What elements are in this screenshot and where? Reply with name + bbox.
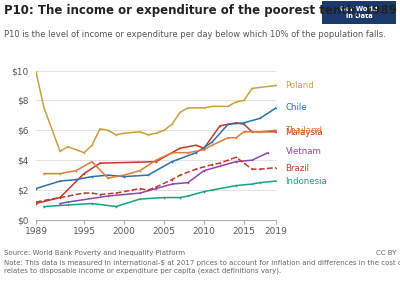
Text: Our World
in Data: Our World in Data: [340, 6, 378, 19]
Text: CC BY: CC BY: [376, 250, 396, 255]
Text: Note: This data is measured in international-$ at 2017 prices to account for inf: Note: This data is measured in internati…: [4, 260, 400, 274]
Text: Malaysia: Malaysia: [286, 128, 323, 137]
Text: Source: World Bank Poverty and Inequality Platform: Source: World Bank Poverty and Inequalit…: [4, 250, 185, 255]
Text: P10: The income or expenditure of the poorest tenth, 1989 to 2019: P10: The income or expenditure of the po…: [4, 4, 400, 17]
Text: Indonesia: Indonesia: [286, 177, 327, 186]
Text: P10 is the level of income or expenditure per day below which 10% of the populat: P10 is the level of income or expenditur…: [4, 30, 386, 39]
Text: Poland: Poland: [286, 81, 314, 90]
Text: Brazil: Brazil: [286, 164, 310, 173]
Text: Thailand: Thailand: [286, 126, 323, 135]
Text: Chile: Chile: [286, 103, 307, 112]
Text: Vietnam: Vietnam: [286, 147, 322, 157]
